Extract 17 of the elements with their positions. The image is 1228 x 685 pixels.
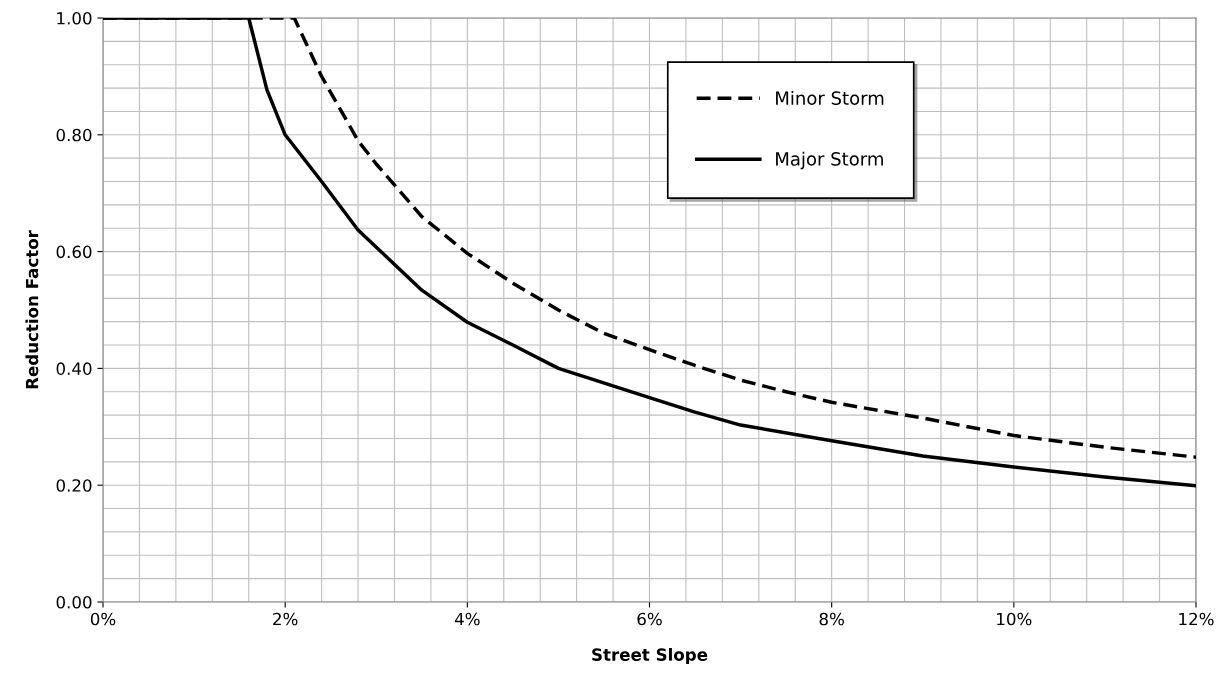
y-tick-label: 0.60 bbox=[56, 245, 92, 259]
y-tick-label: 1.00 bbox=[57, 11, 92, 25]
y-tick-label: 0.80 bbox=[56, 128, 92, 142]
x-tick-label: 10% bbox=[997, 612, 1032, 626]
legend-label: Minor Storm bbox=[776, 90, 884, 105]
legend-label: Major Storm bbox=[776, 151, 883, 170]
x-axis-title: Street Slope bbox=[592, 647, 708, 665]
x-tick-label: 0% bbox=[90, 612, 116, 626]
x-tick-label: 4% bbox=[454, 612, 480, 626]
x-tick-label: 8% bbox=[819, 612, 844, 626]
y-tick-label: 0.40 bbox=[56, 362, 92, 375]
x-tick-label: 6% bbox=[637, 612, 662, 626]
x-tick-label: 2% bbox=[273, 612, 298, 626]
x-tick-label: 12% bbox=[1179, 612, 1214, 626]
y-tick-label: 0.20 bbox=[56, 479, 92, 492]
y-tick-label: 0.00 bbox=[56, 595, 92, 609]
y-axis-title: Reduction Factor bbox=[25, 230, 39, 389]
